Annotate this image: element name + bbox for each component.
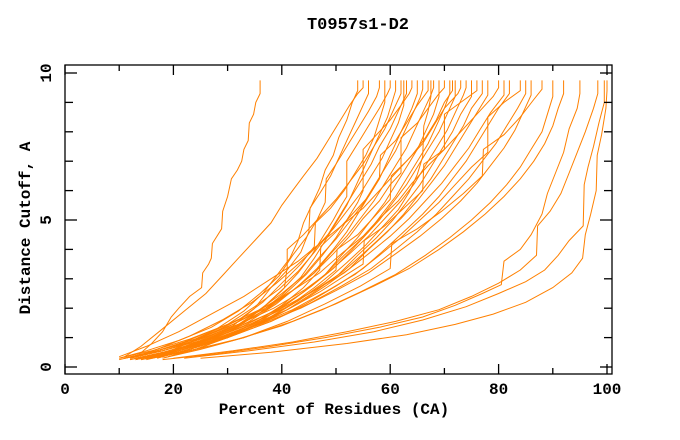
y-tick-label: 0 xyxy=(38,362,56,372)
model-curve xyxy=(119,80,478,359)
model-curve xyxy=(119,80,453,358)
model-curve xyxy=(129,80,405,359)
model-curve xyxy=(146,80,472,361)
model-curve xyxy=(129,80,261,359)
model-curve xyxy=(124,80,445,359)
model-curve xyxy=(146,80,527,359)
x-tick-label: 80 xyxy=(488,381,509,399)
model-curve xyxy=(135,80,532,359)
model-curve xyxy=(135,80,456,361)
x-tick-label: 60 xyxy=(380,381,400,399)
model-curve xyxy=(200,80,608,359)
x-tick-label: 20 xyxy=(163,381,183,399)
y-tick-label: 5 xyxy=(38,215,56,225)
model-curve xyxy=(140,80,554,361)
chart-title: T0957s1-D2 xyxy=(306,16,410,35)
model-curve xyxy=(129,80,467,359)
model-curve xyxy=(151,80,565,359)
model-curve xyxy=(162,80,543,359)
model-curve xyxy=(124,80,359,359)
y-tick-label: 10 xyxy=(38,63,56,83)
model-curve xyxy=(124,80,505,359)
model-curve xyxy=(140,80,500,361)
model-curve xyxy=(146,80,386,359)
model-curve xyxy=(135,80,489,359)
model-curve xyxy=(129,80,521,361)
model-curve xyxy=(167,80,432,358)
model-curve xyxy=(162,80,581,361)
x-tick-label: 40 xyxy=(272,381,292,399)
model-curve xyxy=(140,80,440,361)
x-tick-label: 100 xyxy=(592,381,622,399)
x-tick-label: 0 xyxy=(60,381,70,399)
model-curve xyxy=(173,80,599,359)
x-axis-label: Percent of Residues (CA) xyxy=(218,401,450,419)
model-curve xyxy=(124,80,364,358)
y-axis-label: Distance Cutoff, A xyxy=(17,141,35,315)
model-curve xyxy=(119,80,424,361)
model-curve xyxy=(151,80,510,359)
model-curve xyxy=(184,80,605,359)
